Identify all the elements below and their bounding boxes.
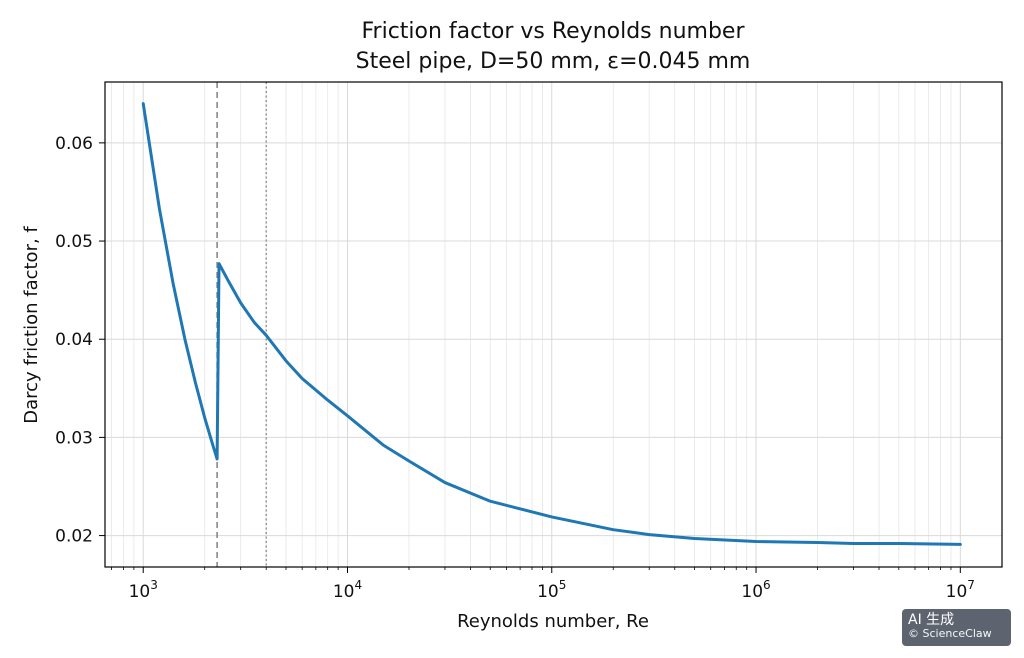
- watermark-badge: AI 生成 © ScienceClaw: [902, 609, 1011, 646]
- chart-subtitle: Steel pipe, D=50 mm, ε=0.045 mm: [356, 49, 751, 74]
- y-tick-label: 0.05: [55, 232, 93, 252]
- x-tick-label: 106: [741, 578, 770, 602]
- x-tick-label: 105: [537, 578, 566, 602]
- watermark-line2: © ScienceClaw: [908, 627, 992, 641]
- y-tick-label: 0.03: [55, 428, 93, 448]
- minor-gridlines: [111, 82, 952, 567]
- x-axis-label: Reynolds number, Re: [457, 611, 649, 632]
- y-tick-label: 0.02: [55, 527, 93, 547]
- reference-lines: [216, 82, 267, 567]
- chart-title: Friction factor vs Reynolds number: [361, 19, 745, 44]
- x-axis-ticks: 103 104 105 106 107: [111, 567, 975, 602]
- x-tick-label: 107: [946, 578, 975, 602]
- y-tick-label: 0.04: [55, 330, 93, 350]
- x-tick-label: 104: [333, 578, 362, 602]
- y-axis-label: Darcy friction factor, f: [21, 226, 42, 424]
- plot-frame: [104, 81, 1003, 568]
- y-tick-label: 0.06: [55, 134, 93, 154]
- y-axis-ticks: 0.02 0.03 0.04 0.05 0.06: [55, 134, 105, 547]
- series-group: [141, 102, 962, 546]
- major-gridlines: [105, 82, 1002, 567]
- x-tick-label: 103: [129, 578, 158, 602]
- friction-factor-series: [141, 102, 962, 546]
- watermark-line1: AI 生成: [908, 612, 955, 628]
